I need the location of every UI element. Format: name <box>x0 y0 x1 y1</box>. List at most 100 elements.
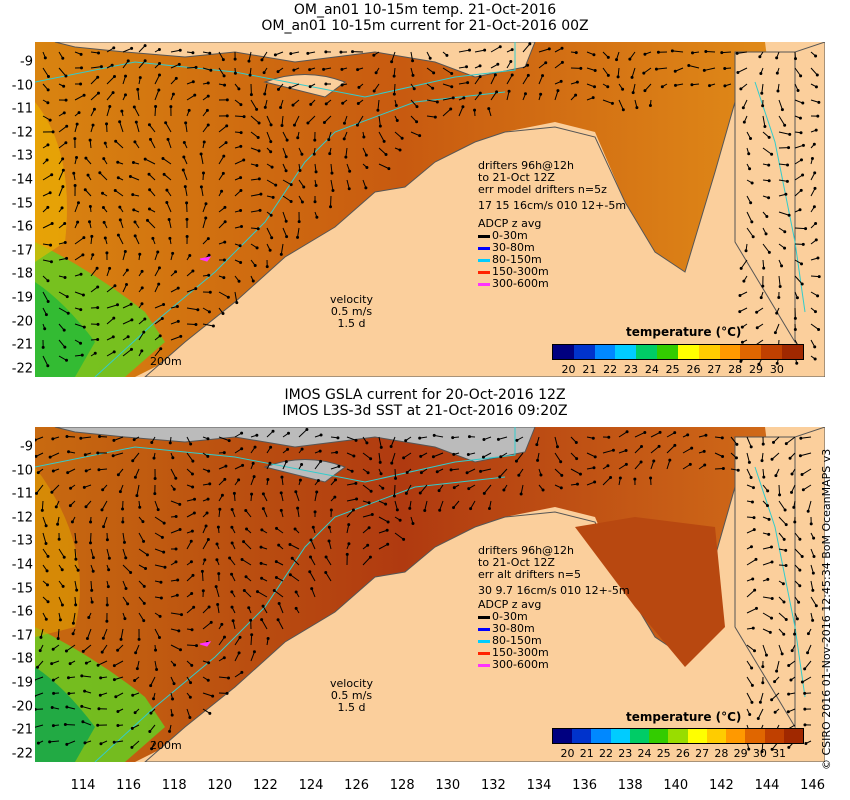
current-arrow <box>42 67 49 77</box>
current-arrow-head <box>137 637 141 641</box>
latitude-tick-label: -10 <box>11 78 33 94</box>
current-arrow-head <box>811 588 815 592</box>
current-arrow-head <box>244 508 248 512</box>
current-arrow-head <box>284 460 288 464</box>
current-arrow-head <box>240 431 244 435</box>
current-arrow-head <box>752 528 756 532</box>
current-arrow <box>378 452 381 463</box>
current-arrow-head <box>289 199 293 203</box>
current-arrow-head <box>96 91 100 95</box>
current-arrow-head <box>311 525 315 529</box>
top-adcp-item-0: 0-30m <box>478 230 626 242</box>
current-arrow-head <box>606 55 610 59</box>
current-arrow <box>218 125 228 133</box>
current-arrow-head <box>51 469 55 473</box>
current-arrow-head <box>817 327 821 331</box>
current-arrow-head <box>169 105 173 109</box>
current-arrow-head <box>196 308 200 312</box>
current-arrow-head <box>113 188 117 192</box>
current-arrow-head <box>606 85 610 89</box>
current-arrow <box>458 49 470 53</box>
current-arrow-head <box>36 665 40 669</box>
current-arrow-head <box>536 458 540 462</box>
current-arrow <box>133 106 140 117</box>
current-arrow-head <box>539 92 543 96</box>
current-arrow <box>391 51 396 62</box>
current-arrow <box>114 190 124 197</box>
current-arrow-head <box>257 121 261 125</box>
current-arrow-head <box>324 82 328 86</box>
latitude-tick-label: -20 <box>11 314 33 330</box>
current-arrow-head <box>324 570 328 574</box>
current-arrow-head <box>187 108 191 112</box>
current-arrow <box>762 115 766 127</box>
current-arrow-head <box>226 295 230 299</box>
current-arrow-head <box>133 711 137 715</box>
current-arrow-head <box>76 220 80 224</box>
current-arrow-head <box>367 501 371 505</box>
current-arrow-head <box>263 105 267 109</box>
current-arrow <box>97 660 108 666</box>
current-arrow-head <box>97 468 101 472</box>
current-arrow-head <box>739 87 743 91</box>
current-arrow-head <box>357 85 361 89</box>
current-arrow-head <box>183 185 187 189</box>
current-arrow-head <box>86 173 90 177</box>
current-arrow-head <box>765 215 769 219</box>
current-arrow-head <box>207 253 211 257</box>
current-arrow-head <box>742 279 746 283</box>
current-arrow <box>499 468 508 478</box>
current-arrow-head <box>736 70 740 74</box>
current-arrow-head <box>204 202 208 206</box>
current-arrow <box>289 544 300 550</box>
current-arrow-head <box>80 704 84 708</box>
current-arrow-head <box>379 472 383 476</box>
current-arrow-head <box>450 72 454 76</box>
current-arrow-head <box>157 266 161 270</box>
current-arrow <box>90 66 102 69</box>
current-arrow-head <box>63 723 67 727</box>
current-arrow-head <box>64 74 68 78</box>
colorbar-tick-label: 28 <box>728 363 743 376</box>
current-arrow-head <box>673 443 677 447</box>
current-arrow-head <box>340 83 344 87</box>
current-arrow-head <box>793 316 797 320</box>
current-arrow-head <box>395 508 399 512</box>
colorbar-tick-label: 21 <box>579 747 594 760</box>
current-arrow-head <box>758 55 762 59</box>
current-arrow-head <box>386 542 390 546</box>
current-arrow <box>202 621 212 630</box>
current-arrow-head <box>239 131 243 135</box>
current-arrow-head <box>162 521 166 525</box>
current-arrow <box>154 267 160 277</box>
current-arrow-head <box>155 667 159 671</box>
current-arrow-head <box>766 489 770 493</box>
current-arrow-head <box>378 460 382 464</box>
current-arrow-head <box>60 206 64 210</box>
current-arrow-head <box>812 142 816 146</box>
current-arrow-head <box>783 123 787 127</box>
current-arrow <box>250 209 261 213</box>
current-arrow-head <box>310 587 314 591</box>
current-arrow-head <box>131 160 135 164</box>
current-arrow-head <box>766 577 770 581</box>
current-arrow-head <box>478 75 482 79</box>
current-arrow <box>154 106 157 117</box>
current-arrow-head <box>241 463 245 467</box>
top-latitude-labels: -9 -10 -11 -12 -13 -14 -15 -16 -17 -18 -19 -20 -21 -2… <box>0 42 33 377</box>
current-arrow-head <box>195 644 199 648</box>
current-arrow-head <box>269 445 273 449</box>
current-arrow-head <box>100 508 104 512</box>
current-arrow-head <box>760 459 764 463</box>
current-arrow-head <box>395 119 399 123</box>
current-arrow-head <box>628 57 632 61</box>
current-arrow-head <box>221 171 225 175</box>
current-arrow-head <box>762 266 766 270</box>
current-arrow-head <box>122 540 126 544</box>
current-arrow-head <box>230 590 234 594</box>
current-arrow-head <box>171 456 175 460</box>
latitude-tick-label: -11 <box>11 101 33 117</box>
colorbar-tick-label: 25 <box>665 363 680 376</box>
current-arrow-head <box>41 345 45 349</box>
current-arrow-head <box>97 51 101 55</box>
